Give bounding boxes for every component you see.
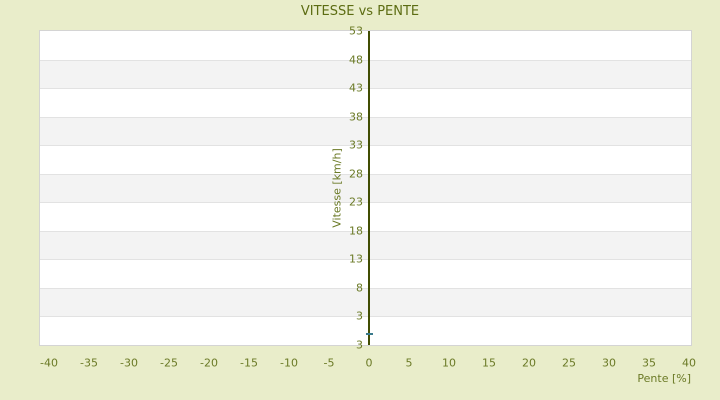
grid-band: [40, 316, 691, 345]
grid-band: [40, 230, 691, 260]
x-tick-label: 25: [562, 356, 576, 370]
y-tick-label: 18: [349, 224, 363, 238]
grid-band: [40, 116, 691, 146]
y-tick-label: 33: [349, 138, 363, 152]
grid-band: [40, 31, 691, 60]
y-tick-label: 3: [356, 338, 363, 352]
x-tick-label: -10: [280, 356, 298, 370]
x-tick-label: -20: [200, 356, 218, 370]
data-point-marker: [365, 332, 373, 335]
y-tick-label: 53: [349, 24, 363, 38]
x-axis-title: Pente [%]: [637, 372, 691, 385]
x-tick-label: 40: [682, 356, 696, 370]
x-tick-label: 35: [642, 356, 656, 370]
grid-band: [40, 88, 691, 117]
x-tick-label: -30: [120, 356, 138, 370]
x-tick-label: -5: [323, 356, 335, 370]
grid-band: [40, 59, 691, 89]
y-tick-label: 43: [349, 81, 363, 95]
x-tick-label: 10: [442, 356, 456, 370]
x-tick-label: -40: [40, 356, 58, 370]
grid-band: [40, 145, 691, 174]
x-tick-label: 30: [602, 356, 616, 370]
y-tick-label: 38: [349, 110, 363, 124]
x-tick-label: 15: [482, 356, 496, 370]
grid-band: [40, 173, 691, 203]
x-tick-label: 20: [522, 356, 536, 370]
y-tick-label: 3: [356, 309, 363, 323]
y-tick-label: 13: [349, 252, 363, 266]
y-tick-label: 48: [349, 53, 363, 67]
plot-area: [39, 30, 692, 346]
grid-band: [40, 287, 691, 317]
grid-band: [40, 259, 691, 288]
y-tick-label: 23: [349, 195, 363, 209]
x-tick-label: -25: [160, 356, 178, 370]
grid-band: [40, 202, 691, 231]
x-tick-label: -35: [80, 356, 98, 370]
chart-title: VITESSE vs PENTE: [300, 4, 420, 19]
y-axis-title: Vitesse [km/h]: [330, 148, 344, 228]
x-tick-label: 5: [405, 356, 413, 370]
y-tick-label: 8: [356, 281, 363, 295]
x-tick-label: -15: [240, 356, 258, 370]
x-tick-label: 0: [365, 356, 373, 370]
y-axis-line: [368, 31, 370, 345]
y-tick-label: 28: [349, 167, 363, 181]
